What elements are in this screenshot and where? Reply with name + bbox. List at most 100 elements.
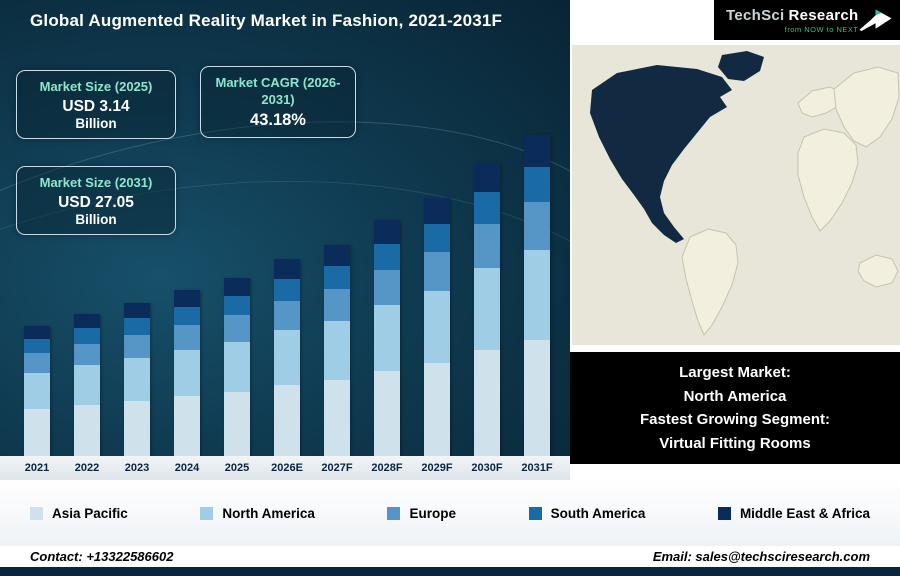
bar-segment [424, 198, 450, 224]
stacked-bar-chart [12, 114, 562, 456]
stacked-bar-2022 [74, 314, 100, 456]
bar-segment [124, 318, 150, 335]
legend-label: South America [550, 505, 646, 521]
bar-segment [24, 373, 50, 409]
stacked-bar-2025 [224, 278, 250, 456]
footer: Contact: +13322586602 Email: sales@techs… [0, 546, 900, 576]
stacked-bar-2030F [474, 163, 500, 456]
contact-info: Contact: +13322586602 [30, 549, 174, 564]
bar-segment [274, 330, 300, 385]
bar-segment [474, 163, 500, 192]
bar-slot [362, 220, 412, 456]
bar-segment [224, 342, 250, 392]
map-south-america-shape [681, 228, 739, 336]
legend: Asia Pacific North America Europe South Ame… [0, 480, 900, 546]
legend-swatch [528, 506, 542, 520]
bar-segment [224, 392, 250, 456]
bar-segment [124, 303, 150, 318]
info-box-label: Market CAGR (2026-2031) [215, 75, 341, 107]
bar-segment [174, 290, 200, 307]
chart-panel: Global Augmented Reality Market in Fashi… [0, 0, 570, 480]
main-area: Global Augmented Reality Market in Fashi… [0, 0, 900, 480]
bar-segment [324, 245, 350, 266]
bar-segment [124, 358, 150, 401]
bar-slot [162, 290, 212, 456]
map-africa-shape [797, 128, 859, 232]
x-axis: 2021 2022 2023 2024 2025 2026E 2027F 2028F 2029F… [0, 456, 570, 480]
bar-slot [512, 135, 562, 456]
legend-swatch [717, 506, 731, 520]
legend-label: Asia Pacific [52, 505, 128, 521]
bar-segment [524, 202, 550, 250]
logo-brand-tech: TechSci [726, 6, 785, 24]
bar-segment [324, 289, 350, 321]
page-title: Global Augmented Reality Market in Fashi… [30, 11, 503, 30]
bar-segment [74, 314, 100, 328]
bar-segment [24, 409, 50, 456]
x-axis-label: 2028F [371, 462, 403, 474]
bar-segment [274, 259, 300, 279]
legend-item: Middle East & Africa [717, 506, 870, 521]
bar-segment [274, 279, 300, 301]
x-axis-label: 2024 [174, 462, 200, 474]
bar-segment [324, 321, 350, 380]
bar-segment [24, 326, 50, 339]
info-box-label: Market Size (2031) [39, 175, 153, 190]
bar-segment [174, 307, 200, 325]
x-axis-label: 2027F [321, 462, 353, 474]
bar-segment [474, 192, 500, 224]
bar-segment [324, 266, 350, 289]
bar-segment [374, 220, 400, 244]
info-box-value: USD 3.14 [62, 98, 130, 115]
stacked-bar-2024 [174, 290, 200, 456]
bar-segment [374, 270, 400, 305]
bar-slot [62, 314, 112, 456]
logo-brand-research: Research [788, 6, 859, 24]
logo-arrow-icon [860, 9, 892, 32]
bar-slot [212, 278, 262, 456]
bar-segment [474, 268, 500, 350]
stacked-bar-2021 [24, 326, 50, 456]
world-map-svg [572, 45, 900, 345]
bar-segment [524, 135, 550, 167]
bar-slot [262, 259, 312, 456]
bar-segment [274, 301, 300, 330]
bar-segment [524, 250, 550, 340]
legend-swatch [30, 506, 43, 520]
legend-swatch [200, 506, 214, 520]
bar-slot [12, 326, 62, 456]
bar-segment [474, 224, 500, 268]
bar-segment [524, 340, 550, 456]
market-size-2025-box: Market Size (2025) USD 3.14 Billion [16, 70, 176, 139]
legend-label: North America [222, 505, 315, 521]
legend-item: North America [200, 506, 315, 521]
bar-segment [74, 405, 100, 456]
bar-segment [374, 305, 400, 371]
x-axis-label: 2022 [74, 462, 100, 474]
bar-segment [174, 325, 200, 350]
logo-brand: TechSci Research [726, 7, 858, 24]
logo-row: TechSci Research from NOW to NEXT [570, 0, 900, 42]
legend-label: Europe [409, 505, 456, 521]
legend-item: South America [528, 505, 646, 521]
stacked-bar-2028F [374, 220, 400, 456]
x-axis-label: 2025 [224, 462, 250, 474]
right-panel: TechSci Research from NOW to NEXT [570, 0, 900, 480]
market-note-box: Largest Market: North America Fastest Gr… [570, 352, 900, 464]
bar-segment [274, 385, 300, 456]
x-axis-label: 2031F [521, 462, 553, 474]
map-asia-shape [833, 66, 900, 148]
x-axis-label: 2030F [471, 462, 503, 474]
map-north-america-shape [590, 65, 732, 243]
bar-segment [174, 350, 200, 396]
bar-segment [74, 328, 100, 344]
note-line: Fastest Growing Segment: [639, 411, 831, 428]
bar-segment [474, 350, 500, 456]
x-axis-label: 2026E [271, 462, 303, 474]
note-line: North America [683, 387, 787, 405]
bar-segment [124, 335, 150, 358]
stacked-bar-2026E [274, 259, 300, 456]
bar-segment [24, 353, 50, 373]
bar-segment [174, 396, 200, 456]
